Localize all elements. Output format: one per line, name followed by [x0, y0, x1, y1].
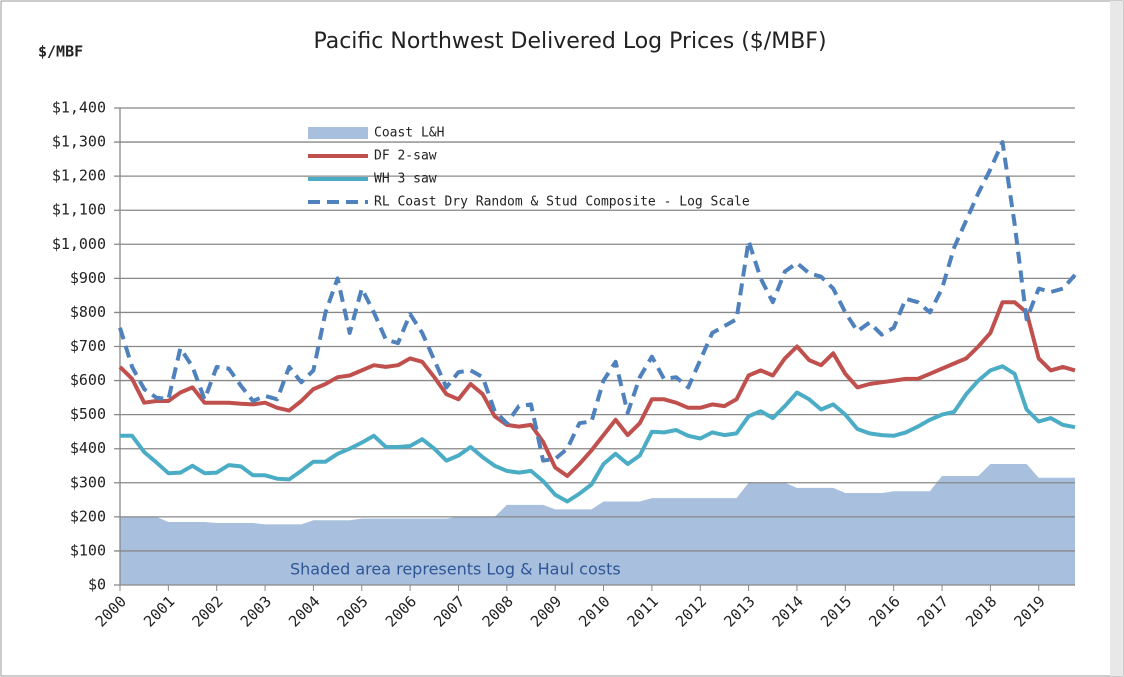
legend-label: RL Coast Dry Random & Stud Composite - L…: [374, 195, 750, 210]
legend-label: Coast L&H: [374, 126, 444, 141]
legend-label: WH 3 saw: [374, 172, 437, 187]
y-tick-label: $300: [70, 473, 106, 491]
y-tick-label: $200: [70, 507, 106, 525]
y-tick-label: $700: [70, 337, 106, 355]
y-tick-label: $0: [88, 576, 106, 594]
side-bar: [1110, 1, 1123, 676]
y-tick-label: $600: [70, 371, 106, 389]
y-tick-label: $900: [70, 269, 106, 287]
y-tick-label: $1,200: [52, 167, 106, 185]
line: [118, 300, 1076, 478]
y-tick-label: $1,300: [52, 133, 106, 151]
legend-label: DF 2-saw: [374, 149, 437, 164]
y-tick-label: $1,000: [52, 235, 106, 253]
y-tick-label: $500: [70, 405, 106, 423]
legend-swatch: [308, 127, 368, 139]
line: [118, 140, 1077, 463]
area: [120, 464, 1075, 585]
line: [120, 364, 1076, 504]
y-tick-label: $1,400: [52, 99, 106, 117]
y-axis-label: $/MBF: [38, 43, 83, 61]
y-tick-label: $400: [70, 439, 106, 457]
chart-title: Pacific Northwest Delivered Log Prices (…: [313, 29, 826, 54]
y-tick-label: $100: [70, 541, 106, 559]
y-tick-label: $1,100: [52, 201, 106, 219]
annotation: Shaded area represents Log & Haul costs: [290, 560, 621, 579]
y-tick-label: $800: [70, 303, 106, 321]
